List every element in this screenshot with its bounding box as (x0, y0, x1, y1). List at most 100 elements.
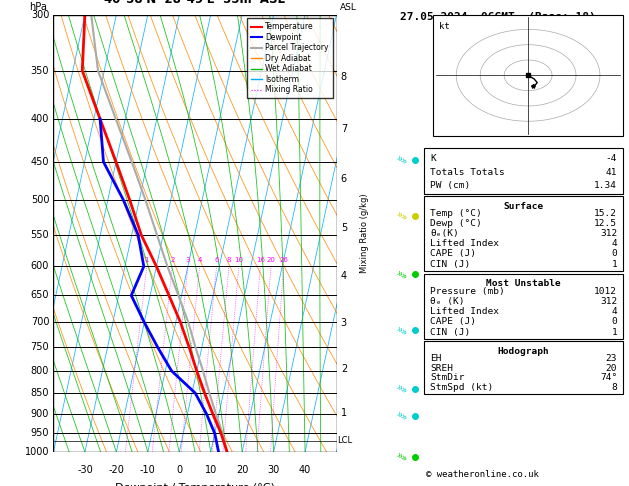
Text: -10: -10 (140, 465, 156, 475)
Text: »»: »» (393, 382, 408, 396)
Text: 16: 16 (256, 257, 265, 263)
Text: Temp (°C): Temp (°C) (430, 209, 482, 218)
Text: 650: 650 (31, 291, 49, 300)
Text: 450: 450 (31, 157, 49, 167)
Text: 750: 750 (31, 343, 49, 352)
Text: 8: 8 (611, 382, 617, 392)
Text: © weatheronline.co.uk: © weatheronline.co.uk (426, 469, 539, 479)
Text: 900: 900 (31, 409, 49, 419)
Text: 800: 800 (31, 366, 49, 376)
Text: 4: 4 (611, 307, 617, 316)
Text: 1: 1 (341, 408, 347, 418)
Text: 4: 4 (611, 239, 617, 248)
Text: 0: 0 (176, 465, 182, 475)
Text: LCL: LCL (337, 436, 352, 445)
Text: 6: 6 (341, 174, 347, 184)
Bar (425, 148, 623, 194)
Text: 15.2: 15.2 (594, 209, 617, 218)
Text: 2: 2 (341, 364, 347, 374)
Text: 500: 500 (31, 195, 49, 205)
Text: »»: »» (393, 267, 408, 282)
Text: »»: »» (393, 408, 408, 423)
Text: 950: 950 (31, 428, 49, 438)
Text: 850: 850 (31, 388, 49, 398)
Legend: Temperature, Dewpoint, Parcel Trajectory, Dry Adiabat, Wet Adiabat, Isotherm, Mi: Temperature, Dewpoint, Parcel Trajectory… (247, 18, 333, 98)
Text: CAPE (J): CAPE (J) (430, 249, 476, 259)
Text: -30: -30 (77, 465, 93, 475)
Text: -4: -4 (606, 155, 617, 163)
Text: Dewpoint / Temperature (°C): Dewpoint / Temperature (°C) (115, 483, 275, 486)
Text: θₑ(K): θₑ(K) (430, 229, 459, 238)
Text: StmSpd (kt): StmSpd (kt) (430, 382, 493, 392)
Text: km
ASL: km ASL (340, 0, 357, 12)
Text: 1: 1 (611, 260, 617, 269)
Text: 10: 10 (204, 465, 217, 475)
Text: 20: 20 (236, 465, 248, 475)
Text: Most Unstable: Most Unstable (486, 279, 561, 289)
Text: 41: 41 (606, 168, 617, 176)
Bar (425, 341, 623, 394)
Text: 8: 8 (341, 72, 347, 82)
Text: 5: 5 (341, 223, 347, 233)
Text: 4: 4 (198, 257, 202, 263)
Text: 550: 550 (31, 230, 49, 240)
Text: 1: 1 (611, 328, 617, 337)
Text: 300: 300 (31, 10, 49, 19)
Text: 10: 10 (235, 257, 243, 263)
Text: 30: 30 (267, 465, 280, 475)
Text: 312: 312 (600, 297, 617, 306)
Text: CIN (J): CIN (J) (430, 328, 470, 337)
Text: Dewp (°C): Dewp (°C) (430, 219, 482, 228)
Text: Lifted Index: Lifted Index (430, 239, 499, 248)
Text: hPa: hPa (30, 2, 47, 12)
Text: »»: »» (393, 209, 408, 224)
Text: 1012: 1012 (594, 287, 617, 296)
Text: 40: 40 (299, 465, 311, 475)
Text: 700: 700 (31, 317, 49, 328)
Text: 20: 20 (267, 257, 276, 263)
Text: θₑ (K): θₑ (K) (430, 297, 465, 306)
Text: -20: -20 (108, 465, 125, 475)
Text: 23: 23 (606, 354, 617, 363)
Text: Mixing Ratio (g/kg): Mixing Ratio (g/kg) (360, 193, 369, 273)
Text: Lifted Index: Lifted Index (430, 307, 499, 316)
Text: Hodograph: Hodograph (498, 347, 550, 356)
Text: StmDir: StmDir (430, 373, 465, 382)
Bar (433, 15, 623, 136)
Text: Surface: Surface (504, 202, 544, 211)
Text: 74°: 74° (600, 373, 617, 382)
Text: CAPE (J): CAPE (J) (430, 317, 476, 327)
Text: 20: 20 (606, 364, 617, 373)
Bar (425, 196, 623, 271)
Text: 26: 26 (279, 257, 288, 263)
Text: 7: 7 (341, 124, 347, 134)
Text: K: K (430, 155, 436, 163)
Text: 1: 1 (145, 257, 149, 263)
Text: 0: 0 (611, 317, 617, 327)
Text: 2: 2 (170, 257, 174, 263)
Text: Pressure (mb): Pressure (mb) (430, 287, 505, 296)
Text: CIN (J): CIN (J) (430, 260, 470, 269)
Text: 40°58'N  28°49'E  55m  ASL: 40°58'N 28°49'E 55m ASL (104, 0, 286, 6)
Text: EH: EH (430, 354, 442, 363)
Text: SREH: SREH (430, 364, 453, 373)
Text: »»: »» (393, 323, 408, 338)
Text: 1.34: 1.34 (594, 181, 617, 190)
Text: 6: 6 (214, 257, 219, 263)
Bar (425, 274, 623, 339)
Text: 4: 4 (341, 271, 347, 281)
Text: Totals Totals: Totals Totals (430, 168, 505, 176)
Text: PW (cm): PW (cm) (430, 181, 470, 190)
Text: 312: 312 (600, 229, 617, 238)
Text: 400: 400 (31, 114, 49, 124)
Text: 3: 3 (186, 257, 190, 263)
Text: 350: 350 (31, 66, 49, 76)
Text: 600: 600 (31, 261, 49, 271)
Text: »»: »» (393, 450, 408, 464)
Text: 8: 8 (226, 257, 231, 263)
Text: kt: kt (439, 22, 450, 31)
Text: 0: 0 (611, 249, 617, 259)
Text: 12.5: 12.5 (594, 219, 617, 228)
Text: 1000: 1000 (25, 447, 49, 457)
Text: »»: »» (393, 153, 408, 168)
